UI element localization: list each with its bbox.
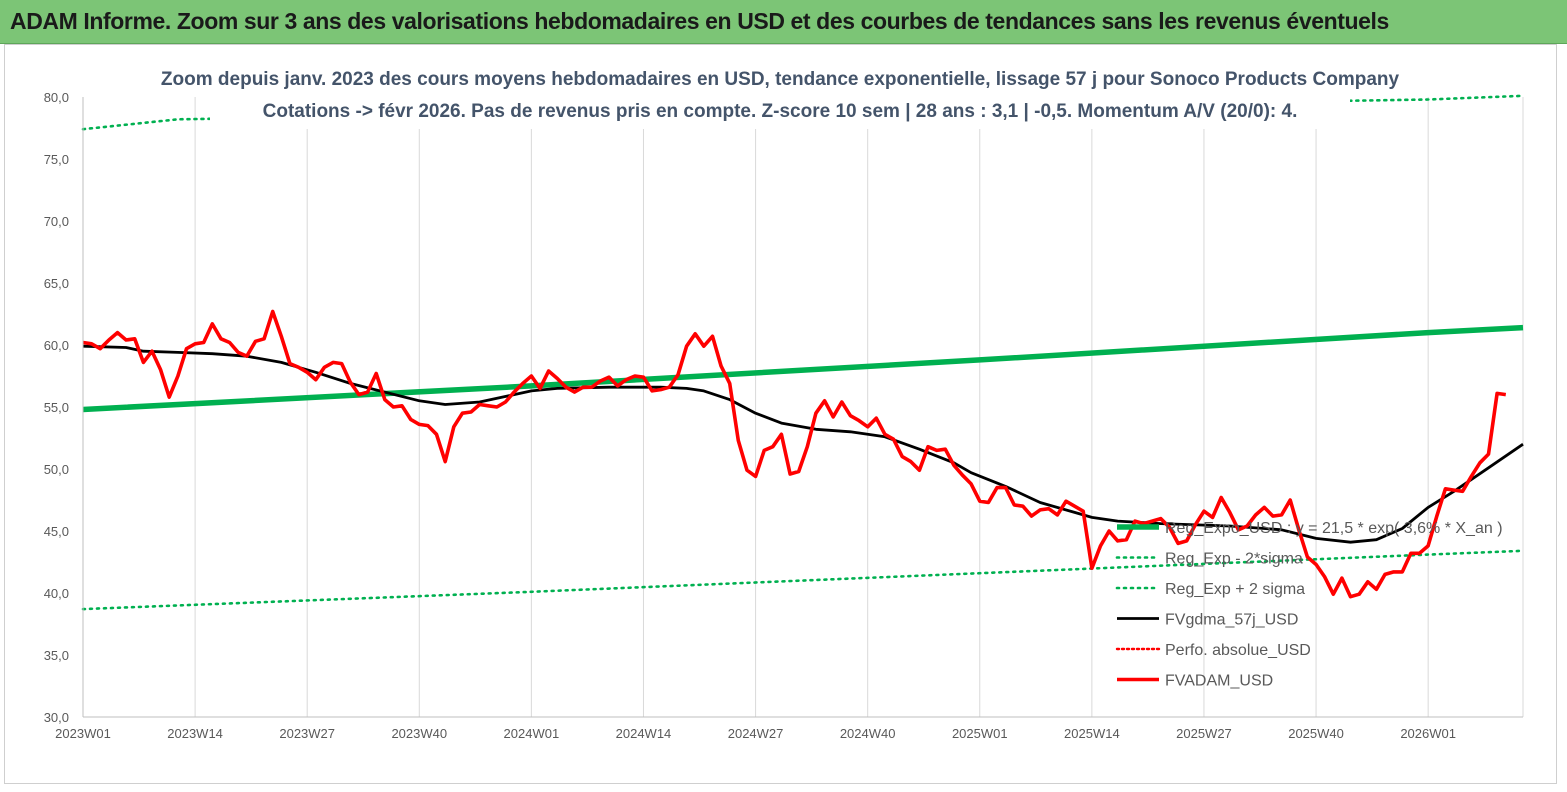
chart-title-line-1: Zoom depuis janv. 2023 des cours moyens …	[161, 69, 1400, 90]
legend-label: Reg_Expo_USD : y = 21,5 * exp( 3,6% * X_…	[1165, 520, 1503, 537]
chart-frame: Zoom depuis janv. 2023 des cours moyens …	[4, 44, 1557, 784]
x-tick-label: 2023W27	[279, 726, 335, 741]
x-tick-label: 2023W01	[55, 726, 111, 741]
legend-label: Reg_Exp - 2*sigma	[1165, 551, 1303, 568]
x-tick-label: 2023W40	[391, 726, 447, 741]
y-tick-label: 50,0	[44, 462, 69, 477]
legend-label: Perfo. absolue_USD	[1165, 642, 1311, 659]
chart-axes: 2023W01 2023W14 2023W27 2023W40 2024W01 2024W…	[44, 90, 1523, 741]
y-tick-label: 65,0	[44, 276, 69, 291]
x-tick-label: 2023W14	[167, 726, 223, 741]
chart-grid	[82, 97, 1524, 717]
y-tick-label: 45,0	[44, 524, 69, 539]
legend-label: FVgdma_57j_USD	[1165, 612, 1298, 629]
report-title: ADAM Informe. Zoom sur 3 ans des valoris…	[10, 8, 1389, 34]
chart-title-line-2: Cotations -> févr 2026. Pas de revenus p…	[263, 101, 1298, 122]
report-banner: ADAM Informe. Zoom sur 3 ans des valoris…	[0, 0, 1567, 44]
y-tick-label: 70,0	[44, 214, 69, 229]
chart-title-background	[210, 61, 1350, 129]
y-tick-label: 35,0	[44, 648, 69, 663]
x-tick-label: 2025W14	[1064, 726, 1120, 741]
y-tick-label: 30,0	[44, 710, 69, 725]
x-tick-label: 2024W01	[504, 726, 560, 741]
x-tick-label: 2025W01	[952, 726, 1008, 741]
x-tick-label: 2024W14	[616, 726, 672, 741]
y-tick-label: 75,0	[44, 152, 69, 167]
chart-title: Zoom depuis janv. 2023 des cours moyens …	[161, 61, 1400, 129]
x-tick-label: 2024W40	[840, 726, 896, 741]
legend-label: FVADAM_USD	[1165, 673, 1273, 690]
y-tick-label: 55,0	[44, 400, 69, 415]
y-tick-label: 80,0	[44, 90, 69, 105]
fvgdma-line	[82, 344, 1524, 544]
x-tick-label: 2024W27	[728, 726, 784, 741]
reg-minus-2sigma-line	[81, 549, 1525, 611]
y-tick-label: 40,0	[44, 586, 69, 601]
x-tick-label: 2026W01	[1400, 726, 1456, 741]
legend-label: Reg_Exp + 2 sigma	[1165, 581, 1305, 598]
chart-legend: Reg_Expo_USD : y = 21,5 * exp( 3,6% * X_…	[1115, 520, 1503, 690]
y-tick-label: 60,0	[44, 338, 69, 353]
line-chart: Zoom depuis janv. 2023 des cours moyens …	[44, 61, 1525, 741]
fvadam-line	[82, 309, 1507, 599]
x-tick-label: 2025W40	[1288, 726, 1344, 741]
x-tick-label: 2025W27	[1176, 726, 1232, 741]
